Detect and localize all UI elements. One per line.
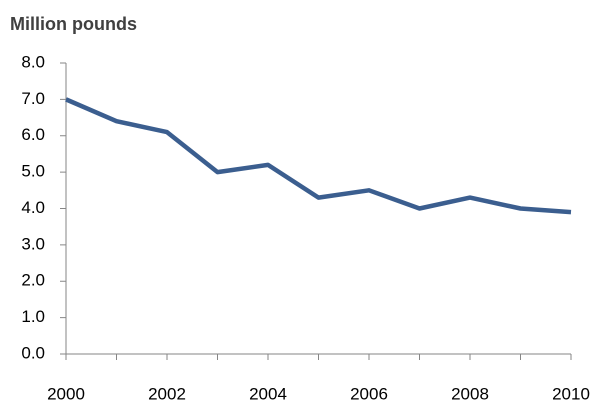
y-tick-label: 6.0 [21,125,45,144]
y-tick-label: 1.0 [21,307,45,326]
y-tick-label: 5.0 [21,162,45,181]
x-tick-label: 2004 [249,384,287,403]
x-tick-label: 2006 [350,384,388,403]
y-tick-label: 2.0 [21,271,45,290]
y-tick-label: 8.0 [21,52,45,71]
x-tick-label: 2002 [148,384,186,403]
x-tick-label: 2010 [552,384,590,403]
y-tick-label: 3.0 [21,234,45,253]
chart-title: Million pounds [10,14,137,34]
y-tick-label: 4.0 [21,198,45,217]
y-tick-label: 7.0 [21,89,45,108]
x-tick-label: 2008 [451,384,489,403]
x-tick-label: 2000 [47,384,85,403]
y-tick-label: 0.0 [21,343,45,362]
data-line [65,97,572,215]
